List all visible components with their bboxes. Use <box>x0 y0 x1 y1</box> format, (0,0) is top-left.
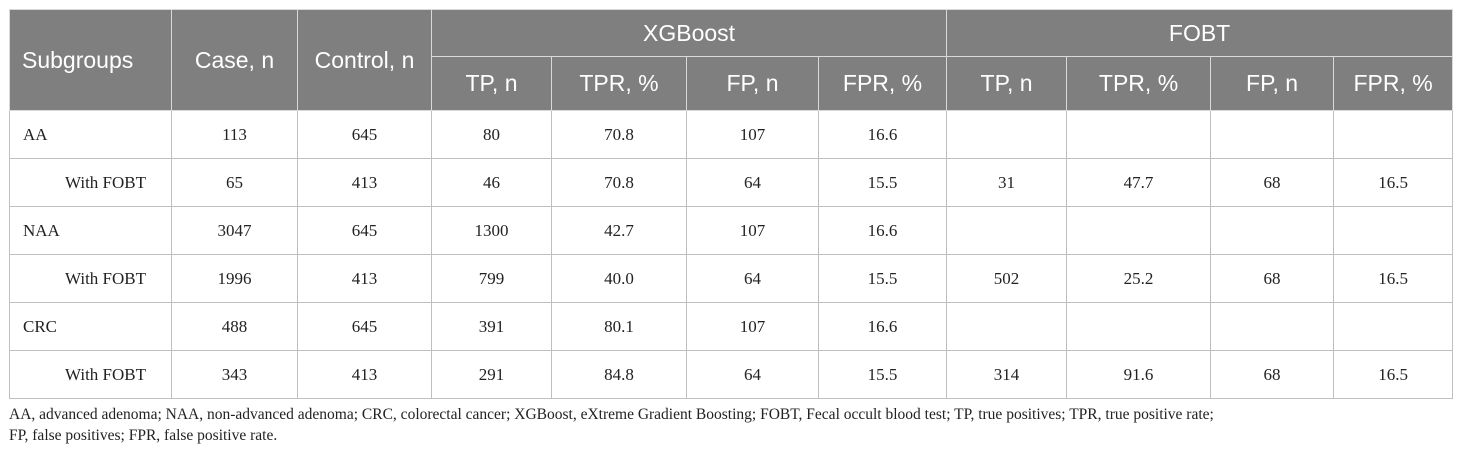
cell-case: 343 <box>171 350 298 399</box>
header-fobt-fp: FP, n <box>1210 56 1335 111</box>
cell-case: 3047 <box>171 206 298 255</box>
cell-fobt-fpr: 16.5 <box>1333 350 1454 399</box>
cell-subgroup: AA <box>9 110 172 159</box>
cell-fobt-fp: 68 <box>1210 254 1335 303</box>
cell-xgboost-tpr: 40.0 <box>551 254 687 303</box>
cell-xgboost-fpr: 15.5 <box>817 350 948 399</box>
cell-case: 65 <box>171 158 298 207</box>
header-control: Control, n <box>297 9 432 111</box>
cell-case: 1996 <box>171 254 298 303</box>
table-footnote: AA, advanced adenoma; NAA, non-advanced … <box>9 404 1452 446</box>
cell-fobt-tpr: 47.7 <box>1066 158 1212 207</box>
cell-fobt-fp <box>1210 110 1335 159</box>
footnote-line: FP, false positives; FPR, false positive… <box>9 427 278 444</box>
cell-subgroup: CRC <box>9 302 172 351</box>
header-xgboost-group: XGBoost <box>430 9 948 57</box>
cell-fobt-fp: 68 <box>1210 350 1335 399</box>
results-table-container: Subgroups Case, n Control, n XGBoost FOB… <box>9 9 1454 399</box>
cell-xgboost-tp: 391 <box>431 302 552 351</box>
header-fobt-tp: TP, n <box>946 56 1068 111</box>
header-subgroups: Subgroups <box>9 9 172 111</box>
cell-subgroup: With FOBT <box>9 158 172 207</box>
cell-xgboost-fpr: 16.6 <box>817 110 948 159</box>
cell-xgboost-fp: 107 <box>686 302 819 351</box>
cell-control: 413 <box>297 350 432 399</box>
cell-subgroup: With FOBT <box>9 254 172 303</box>
cell-fobt-fpr <box>1333 110 1454 159</box>
cell-xgboost-tpr: 70.8 <box>551 110 687 159</box>
header-fobt-group: FOBT <box>946 9 1454 57</box>
cell-xgboost-tp: 799 <box>431 254 552 303</box>
cell-fobt-fpr: 16.5 <box>1333 254 1454 303</box>
cell-fobt-fpr <box>1333 206 1454 255</box>
cell-xgboost-fp: 64 <box>686 254 819 303</box>
cell-control: 645 <box>297 302 432 351</box>
table-row: With FOBT 1996 413 799 40.0 64 15.5 502 … <box>9 254 1454 303</box>
cell-fobt-tp <box>946 206 1068 255</box>
cell-fobt-tpr: 25.2 <box>1066 254 1212 303</box>
cell-fobt-tp <box>946 302 1068 351</box>
cell-xgboost-tp: 1300 <box>431 206 552 255</box>
header-fobt-fpr: FPR, % <box>1333 56 1454 111</box>
footnote-line: AA, advanced adenoma; NAA, non-advanced … <box>9 406 1214 423</box>
cell-control: 413 <box>297 158 432 207</box>
cell-fobt-tpr: 91.6 <box>1066 350 1212 399</box>
cell-xgboost-fpr: 16.6 <box>817 206 948 255</box>
table-row: With FOBT 343 413 291 84.8 64 15.5 314 9… <box>9 350 1454 399</box>
cell-case: 488 <box>171 302 298 351</box>
header-row-top: Subgroups Case, n Control, n XGBoost FOB… <box>9 9 1454 111</box>
cell-fobt-tp: 31 <box>946 158 1068 207</box>
header-case: Case, n <box>171 9 298 111</box>
cell-control: 645 <box>297 110 432 159</box>
cell-xgboost-fpr: 15.5 <box>817 158 948 207</box>
header-row-sub: TP, n TPR, % FP, n FPR, % TP, n TPR, % F… <box>10 56 1454 111</box>
table-row: With FOBT 65 413 46 70.8 64 15.5 31 47.7… <box>9 158 1454 207</box>
cell-fobt-tp <box>946 110 1068 159</box>
cell-case: 113 <box>171 110 298 159</box>
cell-xgboost-tpr: 70.8 <box>551 158 687 207</box>
cell-xgboost-tp: 291 <box>431 350 552 399</box>
cell-xgboost-tpr: 80.1 <box>551 302 687 351</box>
header-xgboost-fpr: FPR, % <box>817 56 948 111</box>
cell-xgboost-fp: 64 <box>686 350 819 399</box>
cell-xgboost-tp: 46 <box>431 158 552 207</box>
table-row: NAA 3047 645 1300 42.7 107 16.6 <box>9 206 1454 255</box>
cell-fobt-fpr <box>1333 302 1454 351</box>
results-table: Subgroups Case, n Control, n XGBoost FOB… <box>9 9 1454 399</box>
cell-subgroup: With FOBT <box>9 350 172 399</box>
cell-xgboost-fp: 64 <box>686 158 819 207</box>
cell-fobt-fp <box>1210 206 1335 255</box>
header-fobt-tpr: TPR, % <box>1066 56 1212 111</box>
cell-xgboost-fpr: 16.6 <box>817 302 948 351</box>
header-xgboost-tpr: TPR, % <box>551 56 687 111</box>
header-xgboost-tp: TP, n <box>431 56 552 111</box>
cell-fobt-tpr <box>1066 206 1212 255</box>
cell-xgboost-tpr: 42.7 <box>551 206 687 255</box>
table-row: AA 113 645 80 70.8 107 16.6 <box>9 110 1454 159</box>
header-xgboost-fp: FP, n <box>686 56 819 111</box>
cell-xgboost-fp: 107 <box>686 206 819 255</box>
cell-subgroup: NAA <box>9 206 172 255</box>
cell-xgboost-tp: 80 <box>431 110 552 159</box>
table-row: CRC 488 645 391 80.1 107 16.6 <box>9 302 1454 351</box>
cell-control: 645 <box>297 206 432 255</box>
cell-fobt-tp: 502 <box>946 254 1068 303</box>
cell-fobt-fp: 68 <box>1210 158 1335 207</box>
cell-fobt-tpr <box>1066 110 1212 159</box>
cell-fobt-tpr <box>1066 302 1212 351</box>
cell-control: 413 <box>297 254 432 303</box>
cell-fobt-fp <box>1210 302 1335 351</box>
cell-fobt-tp: 314 <box>946 350 1068 399</box>
cell-fobt-fpr: 16.5 <box>1333 158 1454 207</box>
cell-xgboost-tpr: 84.8 <box>551 350 687 399</box>
cell-xgboost-fpr: 15.5 <box>817 254 948 303</box>
cell-xgboost-fp: 107 <box>686 110 819 159</box>
